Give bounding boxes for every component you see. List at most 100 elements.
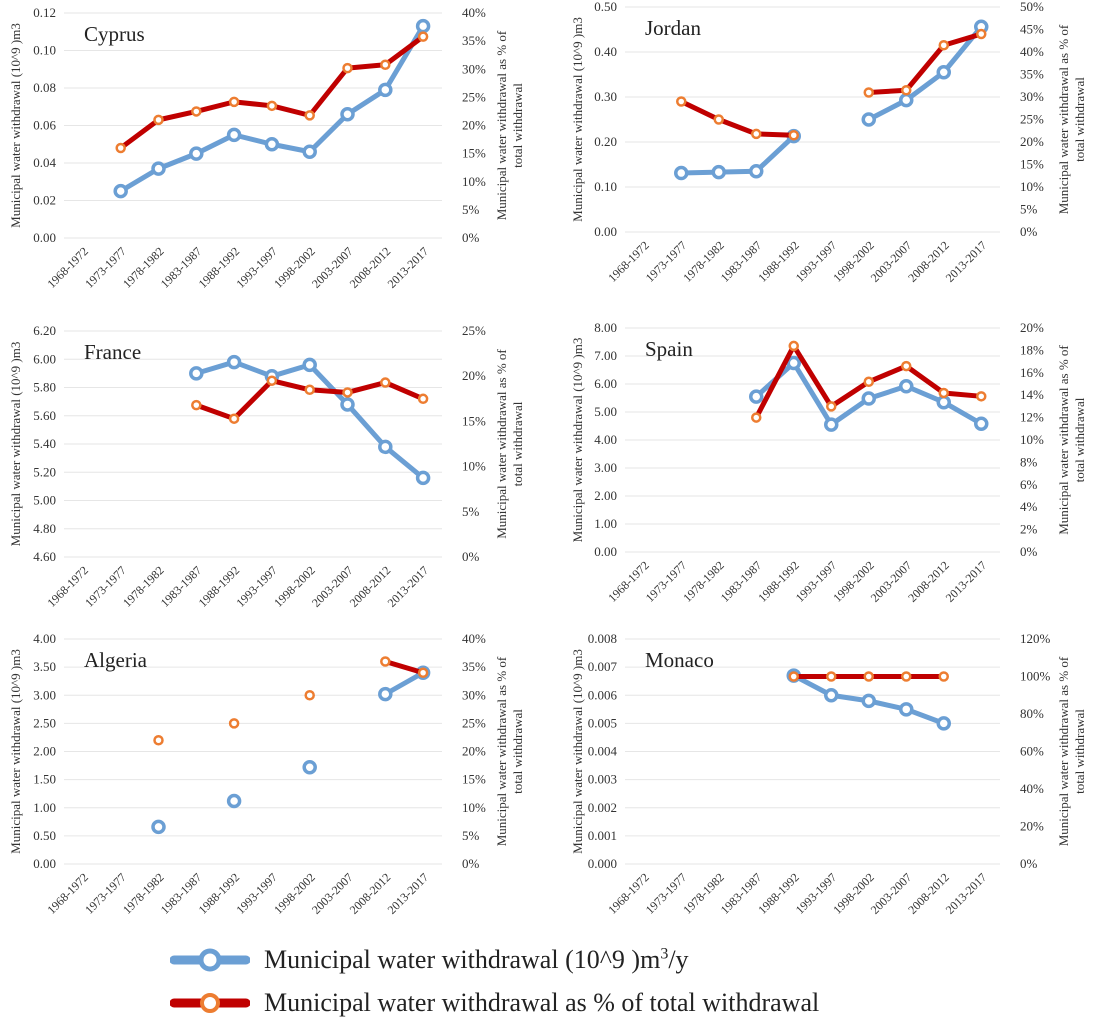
data-point-percent xyxy=(304,384,315,396)
data-point-percent xyxy=(863,376,874,388)
data-point-municipal xyxy=(302,144,317,159)
data-point-municipal xyxy=(861,693,876,709)
data-point-municipal xyxy=(302,357,317,373)
data-point-percent xyxy=(417,31,429,42)
y-tick-label: 0.00 xyxy=(33,856,56,871)
y2-tick-label: 100% xyxy=(1020,669,1051,684)
y2-tick-label: 30% xyxy=(1020,89,1044,104)
data-point-municipal xyxy=(378,439,393,455)
data-point-percent xyxy=(826,401,837,412)
data-point-percent xyxy=(938,40,949,51)
x-tick-label: 2013-2017 xyxy=(943,870,990,917)
y2-tick-label: 120% xyxy=(1020,631,1051,646)
chart-algeria: 0.00 0.50 1.00 1.50 2.00 2.50 3.00 3.50 4.00 0% 5%… xyxy=(8,631,525,917)
data-point-municipal xyxy=(189,366,204,381)
y-tick-label: 0.04 xyxy=(33,155,56,170)
y-tick-label: 3.50 xyxy=(33,659,56,674)
y2-axis-label: Municipal water withdrawal as % oftotal … xyxy=(1056,24,1087,214)
y-tick-label: 0.008 xyxy=(588,631,617,646)
data-point-municipal xyxy=(378,82,393,98)
data-point-percent xyxy=(380,377,391,388)
y2-tick-label: 6% xyxy=(1020,477,1038,492)
data-point-municipal xyxy=(340,107,355,122)
y2-tick-label: 10% xyxy=(1020,179,1044,194)
data-point-percent xyxy=(115,142,126,154)
chart-france: 4.60 4.80 5.00 5.20 5.40 5.60 5.80 6.00 6.20 0% 5%… xyxy=(8,323,525,610)
y-tick-label: 5.00 xyxy=(594,404,617,419)
y-axis-label: Municipal water withdrawal (10^9 )m3 xyxy=(570,649,585,854)
y2-tick-label: 80% xyxy=(1020,706,1044,721)
data-point-percent xyxy=(976,391,987,402)
y2-tick-label: 0% xyxy=(1020,856,1038,871)
data-point-municipal xyxy=(302,760,317,775)
y2-tick-label: 0% xyxy=(462,856,480,871)
y2-tick-label: 30% xyxy=(462,687,486,702)
data-point-percent xyxy=(751,128,762,140)
y2-tick-label: 20% xyxy=(1020,320,1044,335)
y2-tick-label: 20% xyxy=(462,744,486,759)
y-tick-label: 0.00 xyxy=(594,544,617,559)
y2-tick-label: 5% xyxy=(462,828,480,843)
y-tick-label: 5.20 xyxy=(33,464,56,479)
series-line-municipal xyxy=(678,133,797,176)
data-point-municipal xyxy=(226,793,242,809)
data-point-municipal xyxy=(340,397,355,412)
y-tick-label: 6.20 xyxy=(33,323,56,338)
y2-tick-label: 35% xyxy=(1020,67,1044,82)
y2-axis-label-line: total withdrawal xyxy=(510,83,525,168)
data-point-percent xyxy=(153,114,164,126)
y2-tick-label: 16% xyxy=(1020,365,1044,380)
y-tick-label: 0.003 xyxy=(588,772,617,787)
y2-tick-label: 40% xyxy=(462,5,486,20)
data-point-percent xyxy=(788,671,799,682)
data-point-municipal xyxy=(899,92,914,108)
y-tick-label: 0.30 xyxy=(594,89,617,104)
y2-tick-label: 18% xyxy=(1020,342,1044,357)
y2-axis-label: Municipal water withdrawal as % oftotal … xyxy=(494,349,525,539)
y-tick-label: 0.000 xyxy=(588,856,617,871)
data-point-percent xyxy=(901,671,912,682)
y2-tick-label: 0% xyxy=(462,549,480,564)
data-point-percent xyxy=(228,96,240,108)
y2-tick-label: 8% xyxy=(1020,454,1038,469)
data-point-municipal xyxy=(749,389,764,404)
data-point-percent xyxy=(863,87,874,98)
y2-axis-label: Municipal water withdrawal as % oftotal … xyxy=(1056,345,1087,535)
y-tick-label: 4.80 xyxy=(33,521,56,536)
data-point-municipal xyxy=(378,686,393,702)
y-axis-label: Municipal water withdrawal (10^9 )m3 xyxy=(8,23,23,228)
y-tick-label: 3.00 xyxy=(33,687,56,702)
data-point-percent xyxy=(266,100,278,112)
y-tick-label: 5.00 xyxy=(33,493,56,508)
y2-tick-label: 5% xyxy=(1020,202,1038,217)
series-line-percent xyxy=(866,31,984,95)
data-point-percent xyxy=(342,62,353,74)
data-point-percent xyxy=(304,110,315,121)
data-point-municipal xyxy=(824,688,839,703)
data-point-percent xyxy=(751,412,762,423)
y2-tick-label: 25% xyxy=(462,715,486,730)
y2-axis-label-line: total withdrawal xyxy=(1072,77,1087,162)
y2-tick-label: 40% xyxy=(1020,44,1044,59)
y2-tick-label: 2% xyxy=(1020,522,1038,537)
data-point-percent xyxy=(191,106,202,117)
data-point-municipal xyxy=(189,146,204,161)
y-tick-label: 3.00 xyxy=(594,460,617,475)
y-tick-label: 0.007 xyxy=(588,659,618,674)
y2-tick-label: 35% xyxy=(462,659,486,674)
y2-tick-label: 60% xyxy=(1020,744,1044,759)
x-tick-label: 2013-2017 xyxy=(385,244,432,291)
y-tick-label: 5.60 xyxy=(33,408,56,423)
y2-axis-label: Municipal water withdrawal as % oftotal … xyxy=(494,30,525,220)
data-point-municipal xyxy=(674,165,689,181)
data-point-percent xyxy=(417,393,429,405)
data-point-percent xyxy=(901,85,912,96)
data-point-percent xyxy=(228,718,240,729)
data-point-percent xyxy=(938,387,949,399)
y-tick-label: 2.00 xyxy=(594,488,617,503)
y-tick-label: 0.001 xyxy=(588,828,617,843)
y2-tick-label: 10% xyxy=(1020,432,1044,447)
y2-tick-label: 5% xyxy=(462,202,480,217)
y-tick-label: 4.60 xyxy=(33,549,56,564)
y2-tick-label: 50% xyxy=(1020,0,1044,14)
